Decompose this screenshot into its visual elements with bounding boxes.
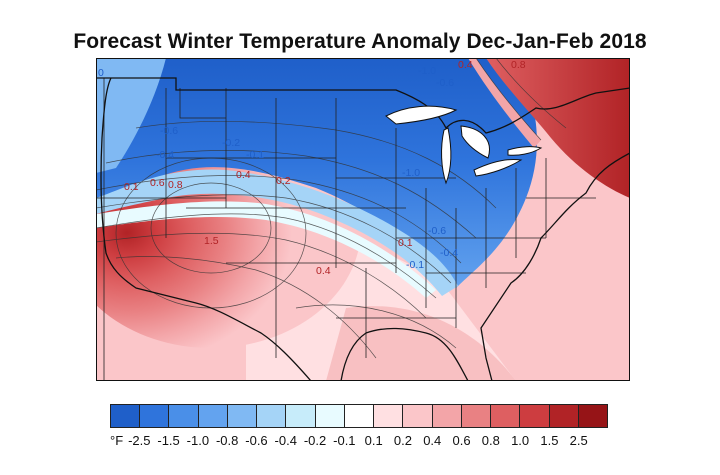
legend-tick-label: 0.4 bbox=[423, 433, 442, 448]
map-title: Forecast Winter Temperature Anomaly Dec-… bbox=[73, 30, 647, 53]
legend-tick-label: -0.6 bbox=[245, 433, 268, 448]
contour-label: 1.5 bbox=[204, 235, 219, 247]
legend-swatch bbox=[491, 405, 521, 427]
northeast-warm-edge bbox=[468, 58, 541, 148]
lake-ontario bbox=[507, 146, 543, 156]
coastline bbox=[96, 77, 630, 381]
contour-label: -0.2 bbox=[222, 137, 240, 149]
contour-label: -0.1 bbox=[406, 259, 424, 271]
legend-swatch bbox=[432, 405, 462, 427]
legend-tick-label: -0.8 bbox=[215, 433, 239, 448]
near-zero-band bbox=[96, 201, 436, 298]
legend-swatch bbox=[403, 405, 433, 427]
contour-label: 0.1 bbox=[124, 181, 139, 193]
legend-tick-label: 0.1 bbox=[364, 433, 383, 448]
legend-swatch bbox=[520, 405, 550, 427]
contour-label: 0.4 bbox=[236, 169, 251, 181]
contour-label: -1.0 bbox=[402, 167, 420, 179]
legend-swatch bbox=[111, 405, 141, 427]
legend-tick-label: 0.6 bbox=[452, 433, 471, 448]
legend-swatch bbox=[374, 405, 404, 427]
legend-swatch bbox=[461, 405, 492, 427]
anomaly-map: 0 -1.0 -0.6 0.8 0.4 -0.6 -0.4 -0.2 -0.1 … bbox=[96, 58, 630, 381]
legend-tick-label: 1.5 bbox=[540, 433, 559, 448]
legend-swatch bbox=[140, 405, 170, 427]
legend-tick-label: 0.8 bbox=[481, 433, 500, 448]
contour-label: 0 bbox=[98, 67, 104, 79]
legend-swatch bbox=[257, 405, 287, 427]
legend-swatch bbox=[198, 405, 228, 427]
legend-tick-label: -1.5 bbox=[157, 433, 180, 448]
contour-label: -0.6 bbox=[436, 77, 454, 89]
contour-label: -1.0 bbox=[418, 65, 436, 77]
color-legend-bar bbox=[110, 404, 608, 428]
legend-swatch bbox=[549, 405, 579, 427]
pacific-northwest-cool bbox=[96, 58, 166, 173]
cold-transition-band bbox=[96, 169, 458, 296]
contour-label: -0.4 bbox=[440, 247, 458, 259]
legend-tick-label: -0.2 bbox=[303, 433, 327, 448]
legend-swatch bbox=[286, 405, 316, 427]
contour-label: 0.1 bbox=[398, 237, 413, 249]
lake-michigan bbox=[441, 127, 452, 185]
contour-label: -0.4 bbox=[156, 149, 174, 161]
legend-tick-label: 1.0 bbox=[511, 433, 530, 448]
contour-label: -0.6 bbox=[428, 225, 446, 237]
lake-huron bbox=[460, 125, 490, 159]
contour-label: -0.1 bbox=[246, 149, 264, 161]
contour-labels: 0 -1.0 -0.6 0.8 0.4 -0.6 -0.4 -0.2 -0.1 … bbox=[98, 59, 526, 277]
contour-label: -0.6 bbox=[160, 125, 178, 137]
legend-swatch bbox=[344, 405, 375, 427]
contour-label: 0.6 bbox=[150, 177, 165, 189]
lake-superior bbox=[385, 105, 458, 125]
legend-swatch bbox=[315, 405, 345, 427]
lake-erie bbox=[473, 159, 523, 177]
legend-tick-label: 0.2 bbox=[393, 433, 412, 448]
legend-tick-label: -0.4 bbox=[274, 433, 297, 448]
map-frame bbox=[96, 58, 630, 381]
contour-label: 0.8 bbox=[168, 179, 183, 191]
legend-ticks: -2.5 -1.5 -1.0 -0.8 -0.6 -0.4 -0.2 -0.1 0.1 0.2 0.… bbox=[110, 433, 608, 449]
legend-unit: °F bbox=[110, 433, 124, 448]
state-borders bbox=[96, 78, 596, 381]
legend-swatch bbox=[169, 405, 199, 427]
legend-swatch bbox=[578, 405, 607, 427]
legend-swatch bbox=[227, 405, 258, 427]
gulf-coast-light bbox=[326, 306, 516, 381]
legend-tick-label: 2.5 bbox=[569, 433, 588, 448]
legend-tick-label: -0.1 bbox=[333, 433, 356, 448]
great-lakes bbox=[385, 105, 543, 185]
legend-tick-label: -1.0 bbox=[186, 433, 210, 448]
contour-label: 0.4 bbox=[316, 265, 331, 277]
contour-label: 0.2 bbox=[276, 175, 291, 187]
legend-tick-label: -2.5 bbox=[128, 433, 151, 448]
contour-label: 0.8 bbox=[511, 59, 526, 71]
contour-label: 0.4 bbox=[458, 59, 473, 71]
